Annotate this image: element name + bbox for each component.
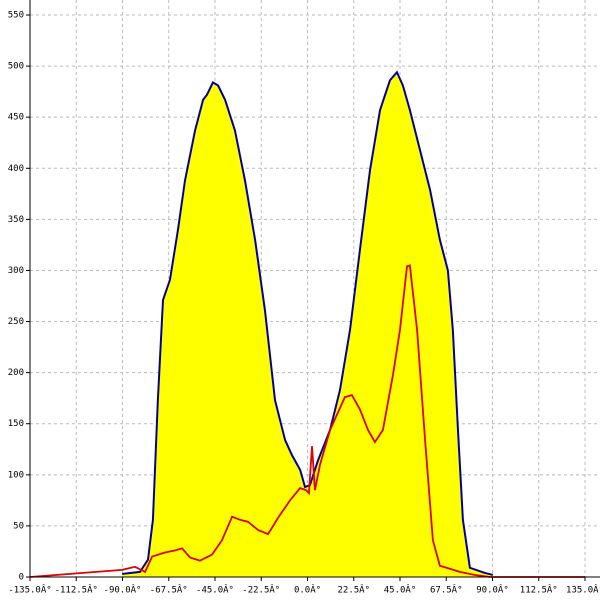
x-tick-label: -45.0Â° <box>196 584 234 596</box>
y-tick-label: 300 <box>8 266 24 276</box>
x-tick-label: 45.0Â° <box>384 584 417 596</box>
y-tick-label: 100 <box>8 470 24 480</box>
x-tick-label: 135.0Â° <box>566 584 600 596</box>
area-fill <box>122 72 493 578</box>
y-tick-label: 400 <box>8 164 24 174</box>
x-tick-label: -67.5Â° <box>150 584 188 596</box>
y-tick-label: 550 <box>8 11 24 21</box>
y-tick-label: 50 <box>13 521 24 531</box>
y-tick-label: 150 <box>8 419 24 429</box>
y-tick-label: 450 <box>8 113 24 123</box>
y-tick-label: 0 <box>19 573 24 583</box>
x-tick-label: -22.5Â° <box>242 584 280 596</box>
y-tick-label: 350 <box>8 215 24 225</box>
x-tick-label: -135.0Â° <box>8 584 51 596</box>
line <box>29 264 585 578</box>
x-tick-label: -112.5Â° <box>55 584 98 596</box>
x-tick-label: 67.5Â° <box>430 584 463 596</box>
x-tick-label: 0.0Â° <box>294 584 321 596</box>
y-tick-label: 500 <box>8 62 24 72</box>
x-tick-label: 22.5Â° <box>337 584 370 596</box>
y-tick-label: 250 <box>8 317 24 327</box>
x-tick-label: 112.5Â° <box>520 584 558 596</box>
y-tick-label: 200 <box>8 368 24 378</box>
x-tick-label: -90.0Â° <box>104 584 142 596</box>
x-tick-label: 90.0Â° <box>476 584 509 596</box>
area-line <box>121 70 494 576</box>
